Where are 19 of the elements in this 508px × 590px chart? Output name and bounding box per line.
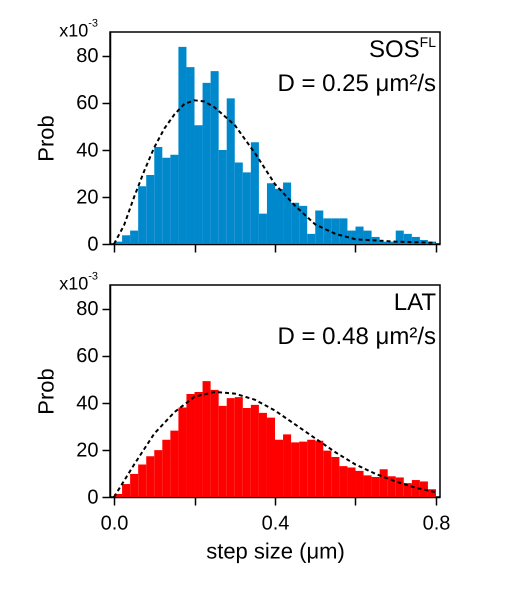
y-tick-label: 40 — [76, 139, 98, 162]
y-tick-label: 20 — [76, 439, 98, 462]
annotation: LAT — [394, 289, 436, 316]
y-axis-title: Prob — [33, 115, 58, 162]
y-tick-label: 20 — [76, 186, 98, 208]
y-axis-title: Prob — [33, 368, 58, 415]
y-tick-label: 60 — [76, 345, 98, 368]
y-tick-label: 40 — [76, 392, 98, 414]
annotation: D = 0.48 μm²/s — [277, 323, 436, 350]
x-axis-title: step size (μm) — [206, 538, 345, 564]
y-tick-label: 80 — [76, 298, 98, 320]
x-tick-label: 0.8 — [422, 512, 450, 534]
x-tick-label: 0.0 — [100, 512, 128, 534]
y-tick-label: 0 — [87, 486, 98, 508]
y-tick-label: 80 — [76, 45, 98, 68]
x-tick-label: 0.4 — [262, 512, 290, 534]
y-tick-label: 0 — [87, 234, 98, 256]
y-tick-label: 60 — [76, 92, 98, 114]
annotation: D = 0.25 μm²/s — [277, 70, 436, 97]
